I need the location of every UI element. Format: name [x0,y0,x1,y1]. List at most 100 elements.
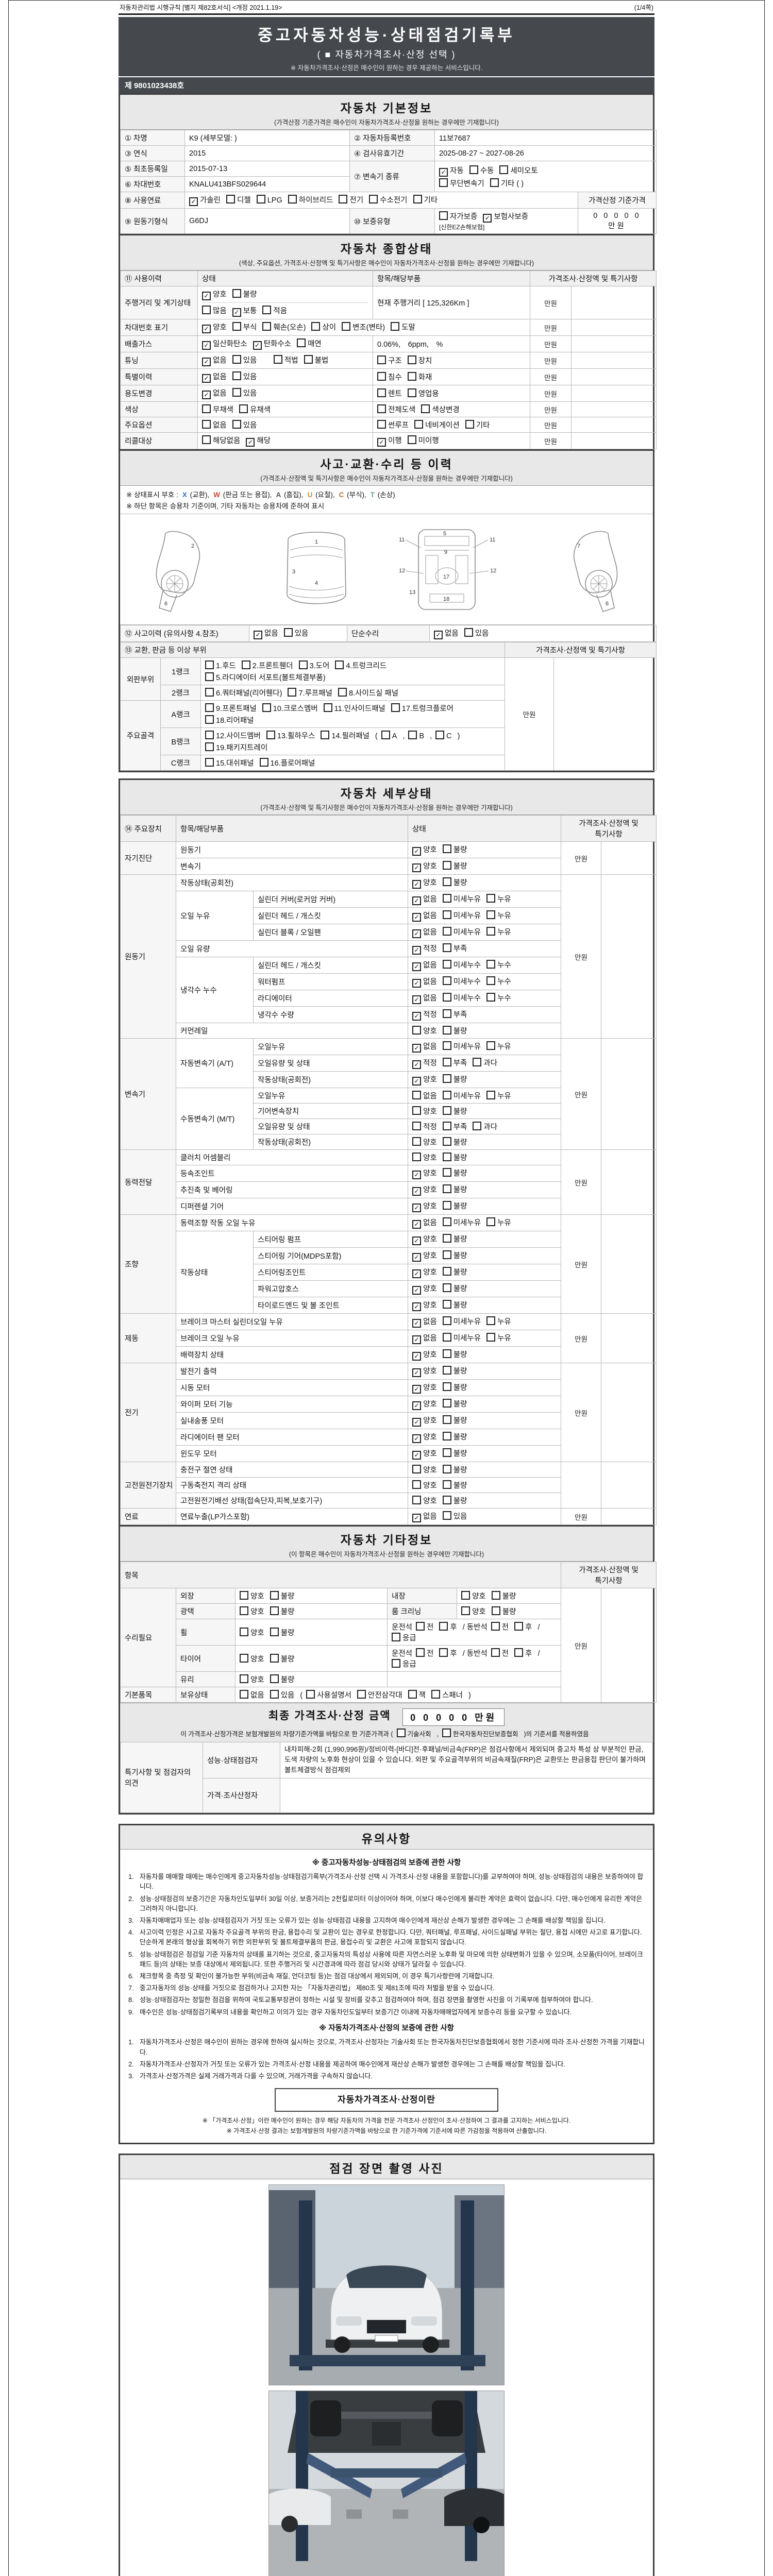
checkbox-option[interactable]: 12.사이드멤버 [205,730,261,741]
checkbox-option[interactable]: 네비게이션 [414,419,460,430]
checkbox-option[interactable]: 불량 [442,1250,467,1261]
checkbox-option[interactable]: 전 [491,1621,509,1632]
checkbox-option[interactable]: 있음 [442,1511,467,1521]
checkbox-option[interactable]: 18.리어패널 [205,715,254,725]
checkbox-option[interactable]: 양호 [412,1152,437,1163]
checkbox-option[interactable]: 무채색 [202,404,233,415]
checkbox-option[interactable]: 불량 [442,1233,467,1244]
checkbox-option[interactable]: 있음 [464,628,489,638]
checkbox-option[interactable]: ✓ 없음 [412,893,437,905]
checkbox-option[interactable]: ✓ 없음 [412,1041,437,1053]
checkbox-option[interactable]: ✓ 양호 [412,1283,437,1295]
checkbox-option[interactable]: 불량 [270,1653,294,1664]
checkbox-option[interactable]: ✓ 없음 [412,1316,437,1328]
checkbox-option[interactable]: 6.쿼터패널(리어휀다) [205,687,282,698]
checkbox-option[interactable]: 없음 [412,1090,437,1101]
checkbox-option[interactable]: ✓ 없음 [202,371,227,383]
checkbox-option[interactable]: 4.트렁크리드 [335,660,386,671]
checkbox-option[interactable]: 전 [491,1648,509,1658]
checkbox-option[interactable]: 응급 [392,1632,416,1643]
checkbox-option[interactable]: 미세누유 [442,1217,481,1228]
checkbox-option[interactable]: 적정 [412,1121,437,1132]
checkbox-option[interactable]: 부족 [442,1121,467,1132]
checkbox-option[interactable]: 세미오토 [499,165,538,176]
checkbox-option[interactable]: B [408,731,424,740]
checkbox-option[interactable]: 수동 [469,165,494,176]
checkbox-option[interactable]: 기술사회 [396,1728,431,1738]
checkbox-option[interactable]: 15.대쉬패널 [205,757,254,768]
checkbox-option[interactable]: ✓ 없음 [202,354,227,366]
checkbox-option[interactable]: ✓ 양호 [412,1448,437,1460]
checkbox-option[interactable]: 기타 [413,194,438,205]
checkbox-option[interactable]: 누유 [486,1041,511,1052]
checkbox-option[interactable]: 누유 [486,1090,511,1101]
checkbox-option[interactable]: ✓ 양호 [412,1266,437,1278]
checkbox-option[interactable]: 전체도색 [377,404,415,415]
checkbox-option[interactable]: 불량 [442,1283,467,1294]
checkbox-option[interactable]: ✓ 없음 [412,992,437,1004]
checkbox-option[interactable]: ✓ 양호 [412,1074,437,1086]
checkbox-option[interactable]: 불량 [442,1349,467,1360]
checkbox-option[interactable]: 부식 [232,321,257,332]
checkbox-option[interactable]: 불량 [442,1382,467,1393]
checkbox-option[interactable]: 불량 [232,289,257,299]
checkbox-option[interactable]: 불량 [442,1266,467,1277]
checkbox-option[interactable]: 있음 [232,419,257,430]
checkbox-option[interactable]: 불량 [442,1448,467,1459]
checkbox-option[interactable]: 미세누유 [442,1041,481,1052]
checkbox-option[interactable]: 불량 [270,1674,294,1685]
checkbox-option[interactable]: 9.프론트패널 [205,703,257,714]
checkbox-option[interactable]: 7.루프패널 [288,687,332,698]
checkbox-option[interactable]: 8.사이드실 패널 [338,687,398,698]
checkbox-option[interactable]: ✓ 없음 [412,959,437,971]
checkbox-option[interactable]: 응급 [392,1658,416,1669]
checkbox-option[interactable]: ✓ 양호 [412,1398,437,1410]
checkbox-option[interactable]: 미세누유 [442,893,481,904]
checkbox-option[interactable]: 구조 [377,355,402,366]
checkbox-option[interactable]: ✓ 보험사보증 [483,211,528,223]
checkbox-option[interactable]: 디젤 [226,194,251,205]
checkbox-option[interactable]: ✓ 없음 [254,628,278,639]
checkbox-option[interactable]: 5.라디에이터 서포트(볼트체결부품) [205,672,326,683]
checkbox-option[interactable]: ✓ 양호 [412,860,437,872]
checkbox-option[interactable]: 불량 [270,1627,294,1638]
checkbox-option[interactable]: 많음 [202,305,227,316]
checkbox-option[interactable]: 19.패키지트레이 [205,742,267,753]
checkbox-option[interactable]: 자가보증 [439,211,477,222]
checkbox-option[interactable]: 없음 [202,419,227,430]
checkbox-option[interactable]: 불량 [442,1398,467,1409]
checkbox-option[interactable]: 불량 [442,1025,467,1036]
checkbox-option[interactable]: ✓ 가솔린 [189,194,221,206]
checkbox-option[interactable]: 전 [416,1621,433,1632]
checkbox-option[interactable]: 불량 [442,1152,467,1163]
checkbox-option[interactable]: 부족 [442,1009,467,1020]
checkbox-option[interactable]: 기타 [465,419,490,430]
checkbox-option[interactable]: ✓ 양호 [202,321,227,333]
checkbox-option[interactable]: ✓ 양호 [412,1382,437,1394]
checkbox-option[interactable]: ✓ 양호 [412,1184,437,1196]
checkbox-option[interactable]: 양호 [461,1606,486,1617]
checkbox-option[interactable]: 11.인사이드패널 [323,703,385,714]
checkbox-option[interactable]: 불량 [442,860,467,871]
checkbox-option[interactable]: 양호 [240,1627,264,1638]
checkbox-option[interactable]: 과다 [473,1121,497,1132]
checkbox-option[interactable]: 화재 [407,371,432,382]
checkbox-option[interactable]: 불량 [491,1606,516,1617]
checkbox-option[interactable]: 양호 [412,1464,437,1475]
checkbox-option[interactable]: 1.후드 [205,660,236,671]
checkbox-option[interactable]: 장치 [407,355,432,366]
checkbox-option[interactable]: 훼손(오손) [262,321,306,332]
checkbox-option[interactable]: 누유 [486,1316,511,1327]
checkbox-option[interactable]: 미세누유 [442,910,481,921]
checkbox-option[interactable]: 누유 [486,910,511,921]
checkbox-option[interactable]: ✓ 양호 [412,1233,437,1245]
checkbox-option[interactable]: 누수 [486,992,511,1003]
checkbox-option[interactable]: 있음 [283,628,308,638]
checkbox-option[interactable]: ✓ 보통 [232,305,257,317]
checkbox-option[interactable]: 있음 [232,354,257,365]
checkbox-option[interactable]: ✓ 양호 [412,877,437,889]
checkbox-option[interactable]: 후 [439,1621,457,1632]
checkbox-option[interactable]: 불량 [442,844,467,855]
checkbox-option[interactable]: 불량 [442,1431,467,1442]
checkbox-option[interactable]: 잭 [408,1689,426,1700]
